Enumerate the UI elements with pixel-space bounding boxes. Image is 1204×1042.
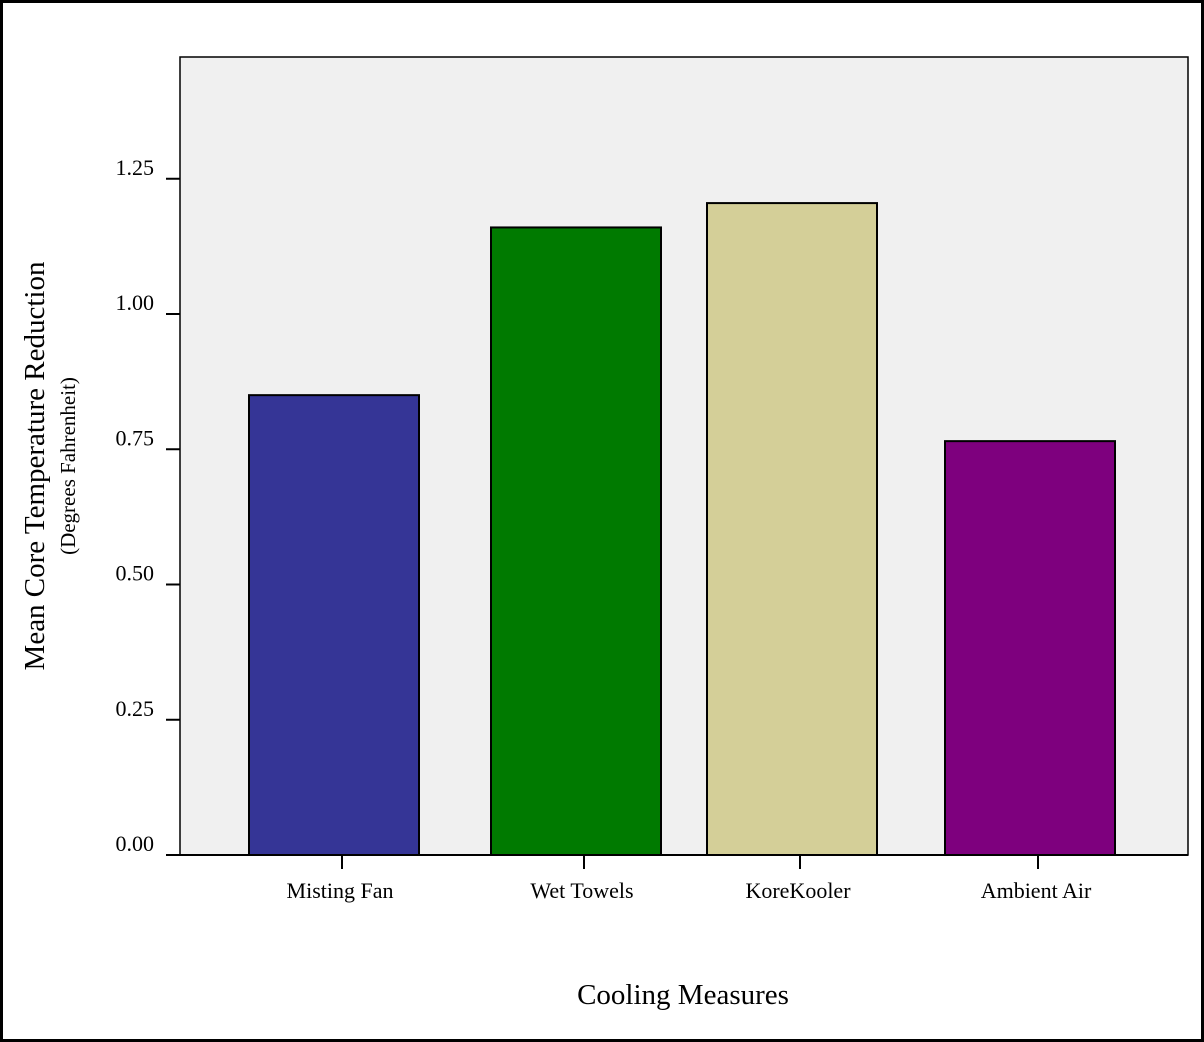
y-axis-label: Mean Core Temperature Reduction [19,261,51,670]
bar-ambient-air [944,440,1116,856]
x-tick-label: KoreKooler [745,878,851,903]
y-tick-label: 1.25 [116,155,155,180]
x-tick-label: Misting Fan [287,878,394,903]
bars [248,202,1116,857]
bar-korekooler [706,202,878,857]
y-tick-label: 0.25 [116,696,155,721]
y-tick-label: 0.50 [116,561,155,586]
y-tick-label: 0.00 [116,831,155,856]
bar-wet-towels [490,226,662,856]
y-axis-sublabel: (Degrees Fahrenheit) [56,377,80,555]
y-axis-ticks: 0.00 0.25 0.50 0.75 1.00 1.25 [116,155,180,856]
x-axis-label: Cooling Measures [577,979,789,1011]
y-tick-label: 0.75 [116,425,155,450]
x-tick-label: Ambient Air [981,878,1092,903]
bar-misting-fan [248,394,420,856]
x-tick-label: Wet Towels [530,878,633,903]
y-tick-label: 1.00 [116,290,155,315]
x-axis-ticks: Misting Fan Wet Towels KoreKooler Ambient A… [287,855,1092,903]
